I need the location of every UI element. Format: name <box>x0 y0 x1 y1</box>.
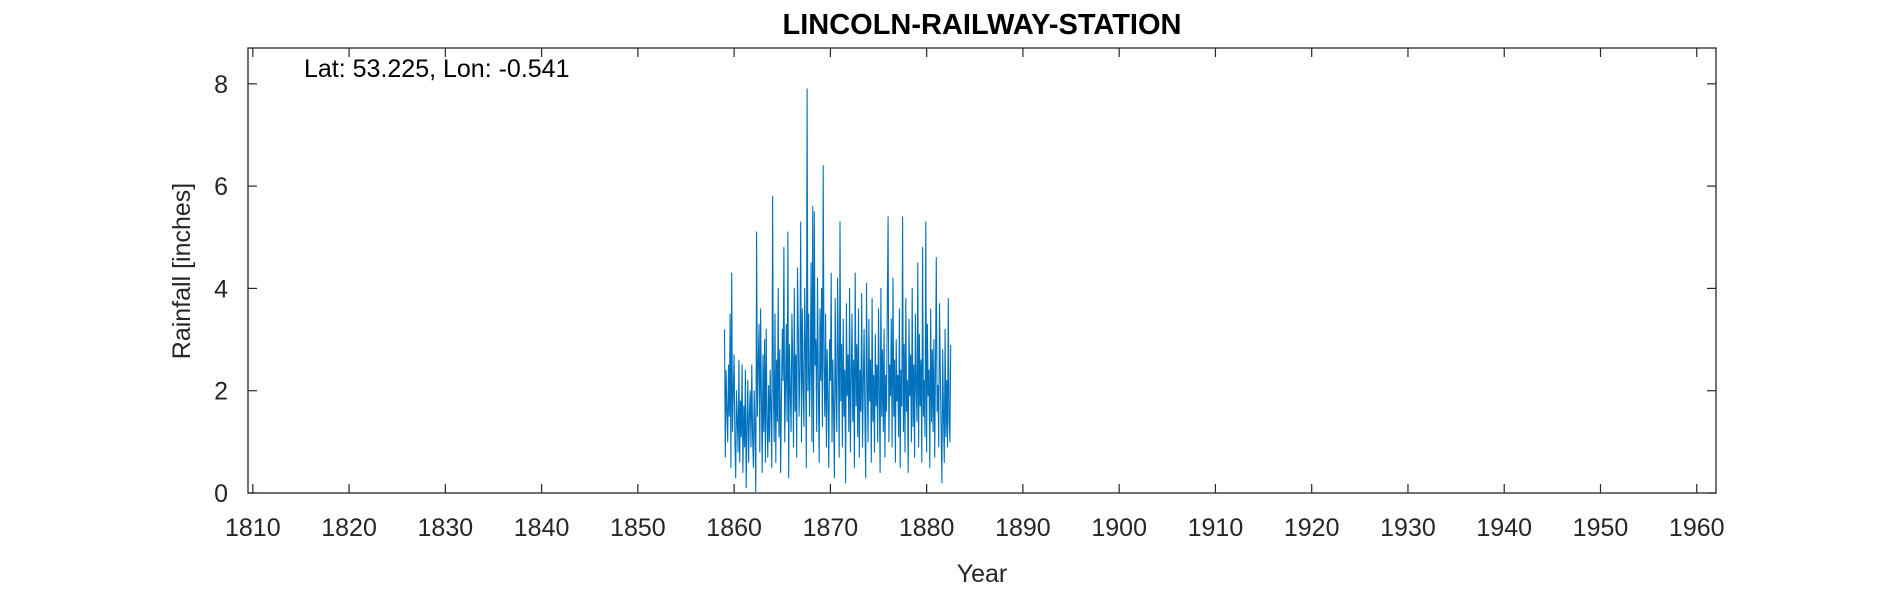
x-tick-label: 1900 <box>1091 514 1147 542</box>
x-tick-label: 1880 <box>899 514 955 542</box>
x-tick-label: 1810 <box>225 514 281 542</box>
x-tick-label: 1850 <box>610 514 666 542</box>
location-annotation: Lat: 53.225, Lon: -0.541 <box>304 55 570 83</box>
chart-title: LINCOLN-RAILWAY-STATION <box>782 9 1181 41</box>
x-tick-label: 1910 <box>1188 514 1244 542</box>
x-tick-label: 1870 <box>803 514 859 542</box>
x-axis-ticks: 1810 1820 1830 1840 1850 1860 1870 1880 1890 1900… <box>225 48 1725 542</box>
y-tick-label: 4 <box>214 275 228 303</box>
x-tick-label: 1820 <box>321 514 377 542</box>
x-tick-label: 1890 <box>995 514 1051 542</box>
x-tick-label: 1940 <box>1476 514 1532 542</box>
x-tick-label: 1950 <box>1573 514 1629 542</box>
x-tick-label: 1860 <box>706 514 762 542</box>
x-tick-label: 1920 <box>1284 514 1340 542</box>
y-tick-label: 6 <box>214 173 228 201</box>
x-tick-label: 1930 <box>1380 514 1436 542</box>
x-tick-label: 1830 <box>418 514 474 542</box>
y-axis-ticks: 0 2 4 6 8 <box>214 71 1716 508</box>
y-tick-label: 0 <box>214 480 228 508</box>
plot-area <box>247 47 1717 494</box>
y-tick-label: 8 <box>214 71 228 99</box>
x-tick-label: 1840 <box>514 514 570 542</box>
y-tick-label: 2 <box>214 378 228 406</box>
x-tick-label: 1960 <box>1669 514 1725 542</box>
x-axis-label: Year <box>957 560 1008 588</box>
y-axis-label: Rainfall [inches] <box>168 183 196 359</box>
rainfall-series-line <box>723 88 952 494</box>
